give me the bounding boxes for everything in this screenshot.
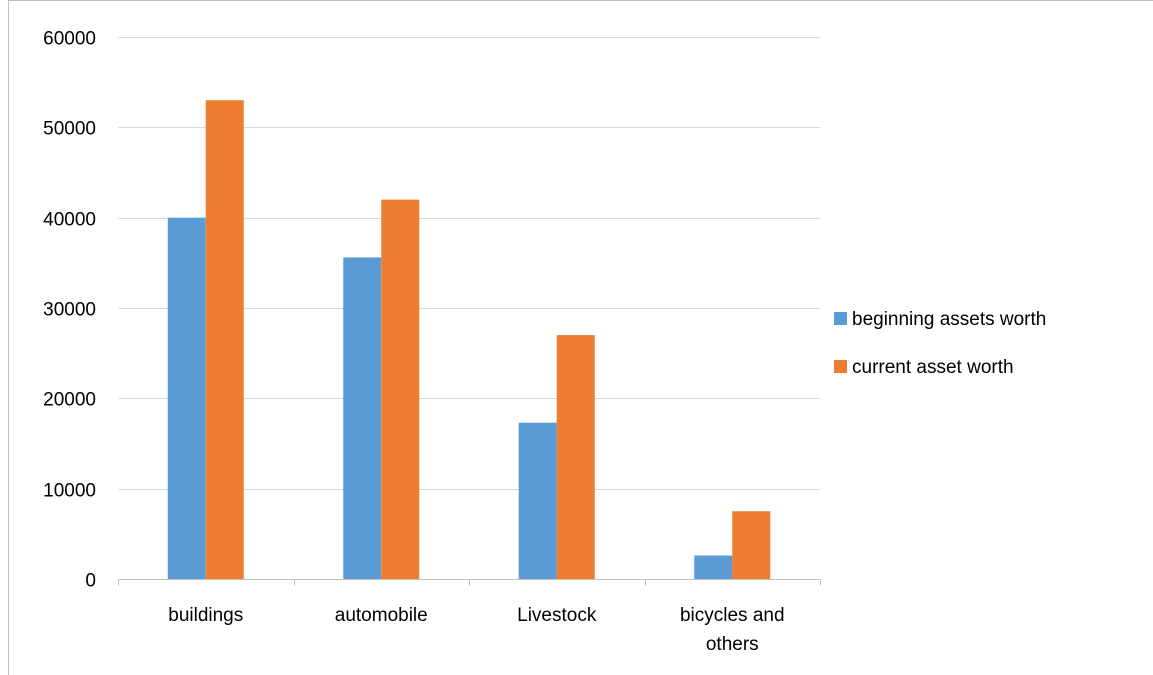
y-tick-label: 60000 xyxy=(43,29,96,50)
bar xyxy=(732,511,771,579)
legend: beginning assets worth current asset wor… xyxy=(834,309,1046,378)
bar xyxy=(167,217,206,579)
bar xyxy=(205,100,244,579)
y-tick-label: 10000 xyxy=(43,481,96,502)
x-tick-label: others xyxy=(706,634,759,655)
legend-swatch-current xyxy=(834,360,847,373)
legend-label-current: current asset worth xyxy=(852,357,1014,378)
y-tick-label: 30000 xyxy=(43,300,96,321)
y-tick-label: 50000 xyxy=(43,119,96,140)
y-tick-label: 20000 xyxy=(43,390,96,411)
bar xyxy=(381,199,420,579)
y-tick-label: 0 xyxy=(85,571,96,592)
y-tick-label: 40000 xyxy=(43,210,96,231)
bar xyxy=(694,555,733,579)
x-tick-label: buildings xyxy=(168,605,243,626)
bar xyxy=(518,422,557,579)
x-axis xyxy=(118,579,821,586)
bars xyxy=(167,100,771,579)
y-axis-tick-labels: 0 10000 20000 30000 40000 50000 60000 xyxy=(43,29,96,592)
x-tick-label: Livestock xyxy=(517,605,597,626)
legend-label-beginning: beginning assets worth xyxy=(852,309,1046,330)
x-tick-label: automobile xyxy=(335,605,428,626)
x-tick-label: bicycles and xyxy=(680,605,785,626)
bar xyxy=(556,335,595,579)
legend-swatch-beginning xyxy=(834,312,847,325)
bar xyxy=(343,257,382,579)
x-axis-tick-labels: buildings automobile Livestock bicycles and… xyxy=(168,605,784,655)
